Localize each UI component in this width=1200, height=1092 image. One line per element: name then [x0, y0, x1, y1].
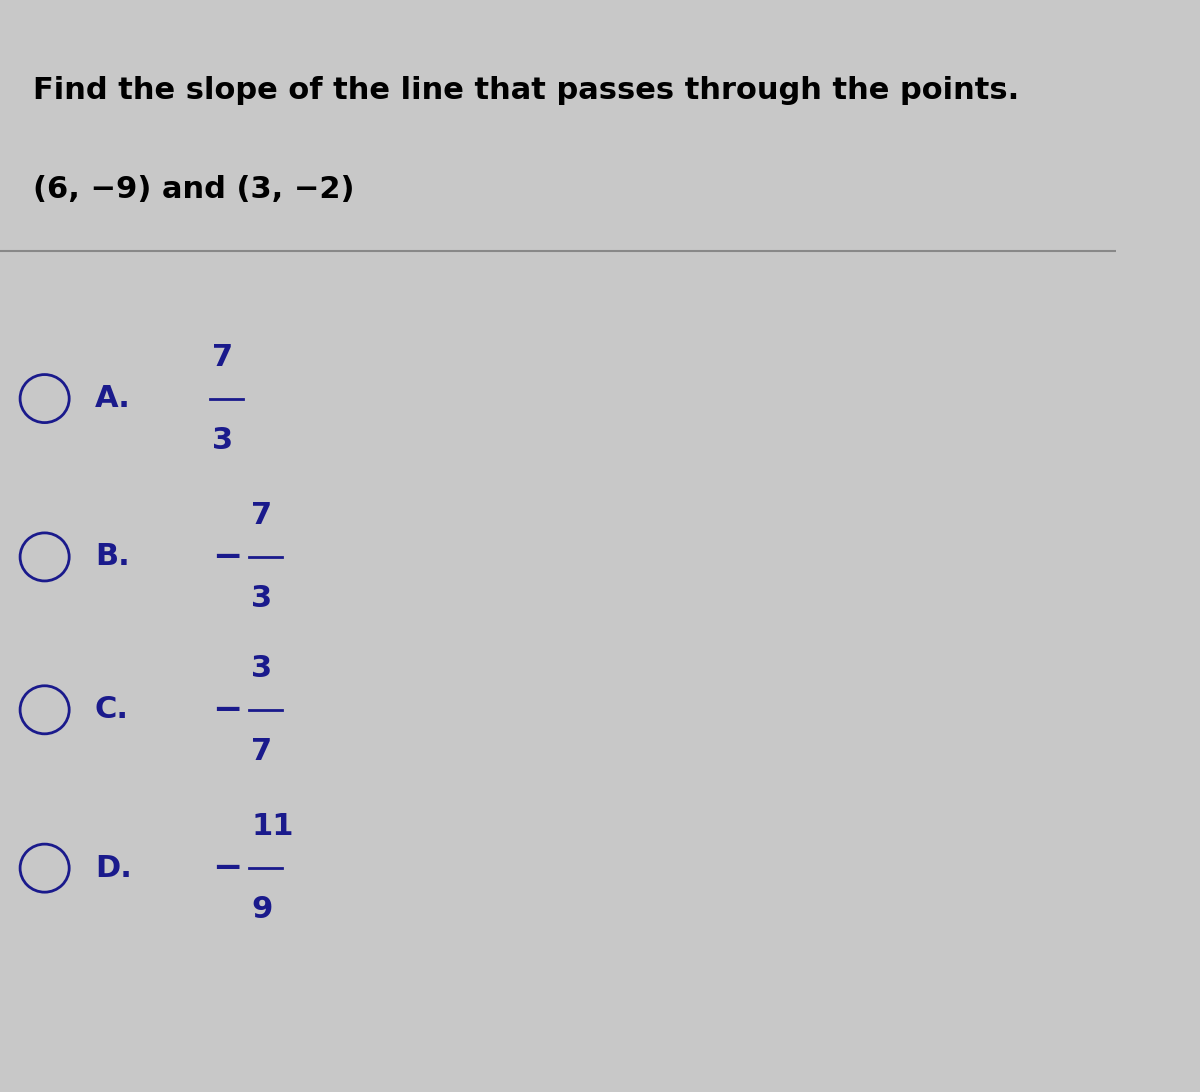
Text: 9: 9 [251, 895, 272, 924]
Text: −: − [212, 539, 242, 574]
Text: A.: A. [95, 384, 131, 413]
Text: 11: 11 [251, 812, 294, 841]
Text: 7: 7 [212, 343, 233, 371]
Text: 7: 7 [251, 501, 272, 530]
Text: 3: 3 [251, 654, 272, 682]
Text: 3: 3 [212, 426, 233, 454]
Text: (6, −9) and (3, −2): (6, −9) and (3, −2) [34, 175, 355, 204]
Text: Find the slope of the line that passes through the points.: Find the slope of the line that passes t… [34, 76, 1020, 106]
Text: C.: C. [95, 696, 128, 724]
Text: −: − [212, 851, 242, 886]
Text: −: − [212, 692, 242, 727]
Text: B.: B. [95, 543, 130, 571]
Text: 3: 3 [251, 584, 272, 613]
Text: D.: D. [95, 854, 132, 882]
Text: 7: 7 [251, 737, 272, 765]
